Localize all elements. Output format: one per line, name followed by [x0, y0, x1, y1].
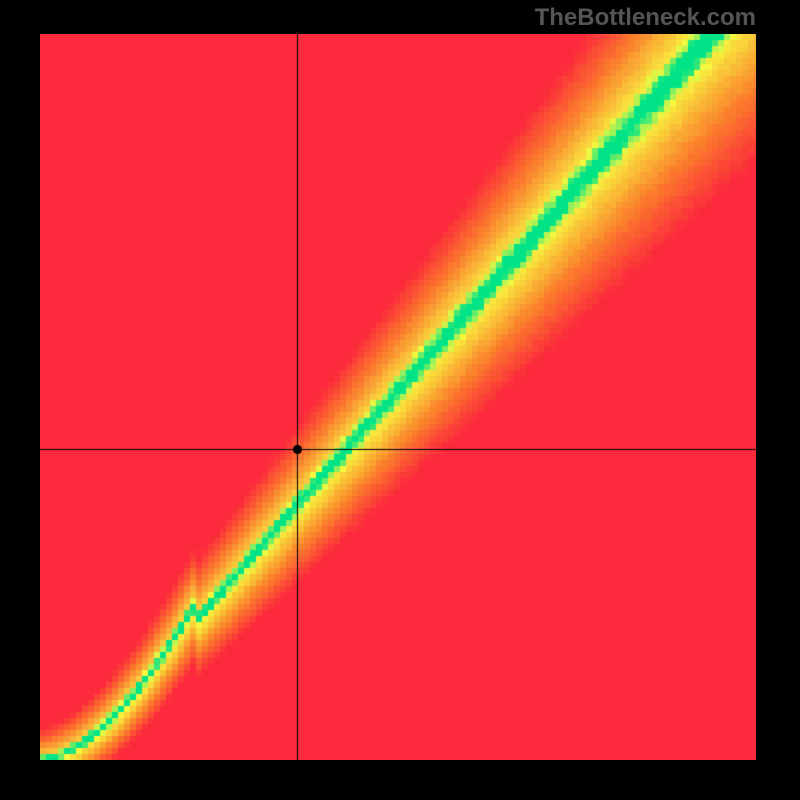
heatmap-canvas [40, 34, 756, 760]
chart-frame: TheBottleneck.com [0, 0, 800, 800]
heatmap-plot [40, 34, 756, 760]
watermark-text: TheBottleneck.com [535, 4, 756, 32]
